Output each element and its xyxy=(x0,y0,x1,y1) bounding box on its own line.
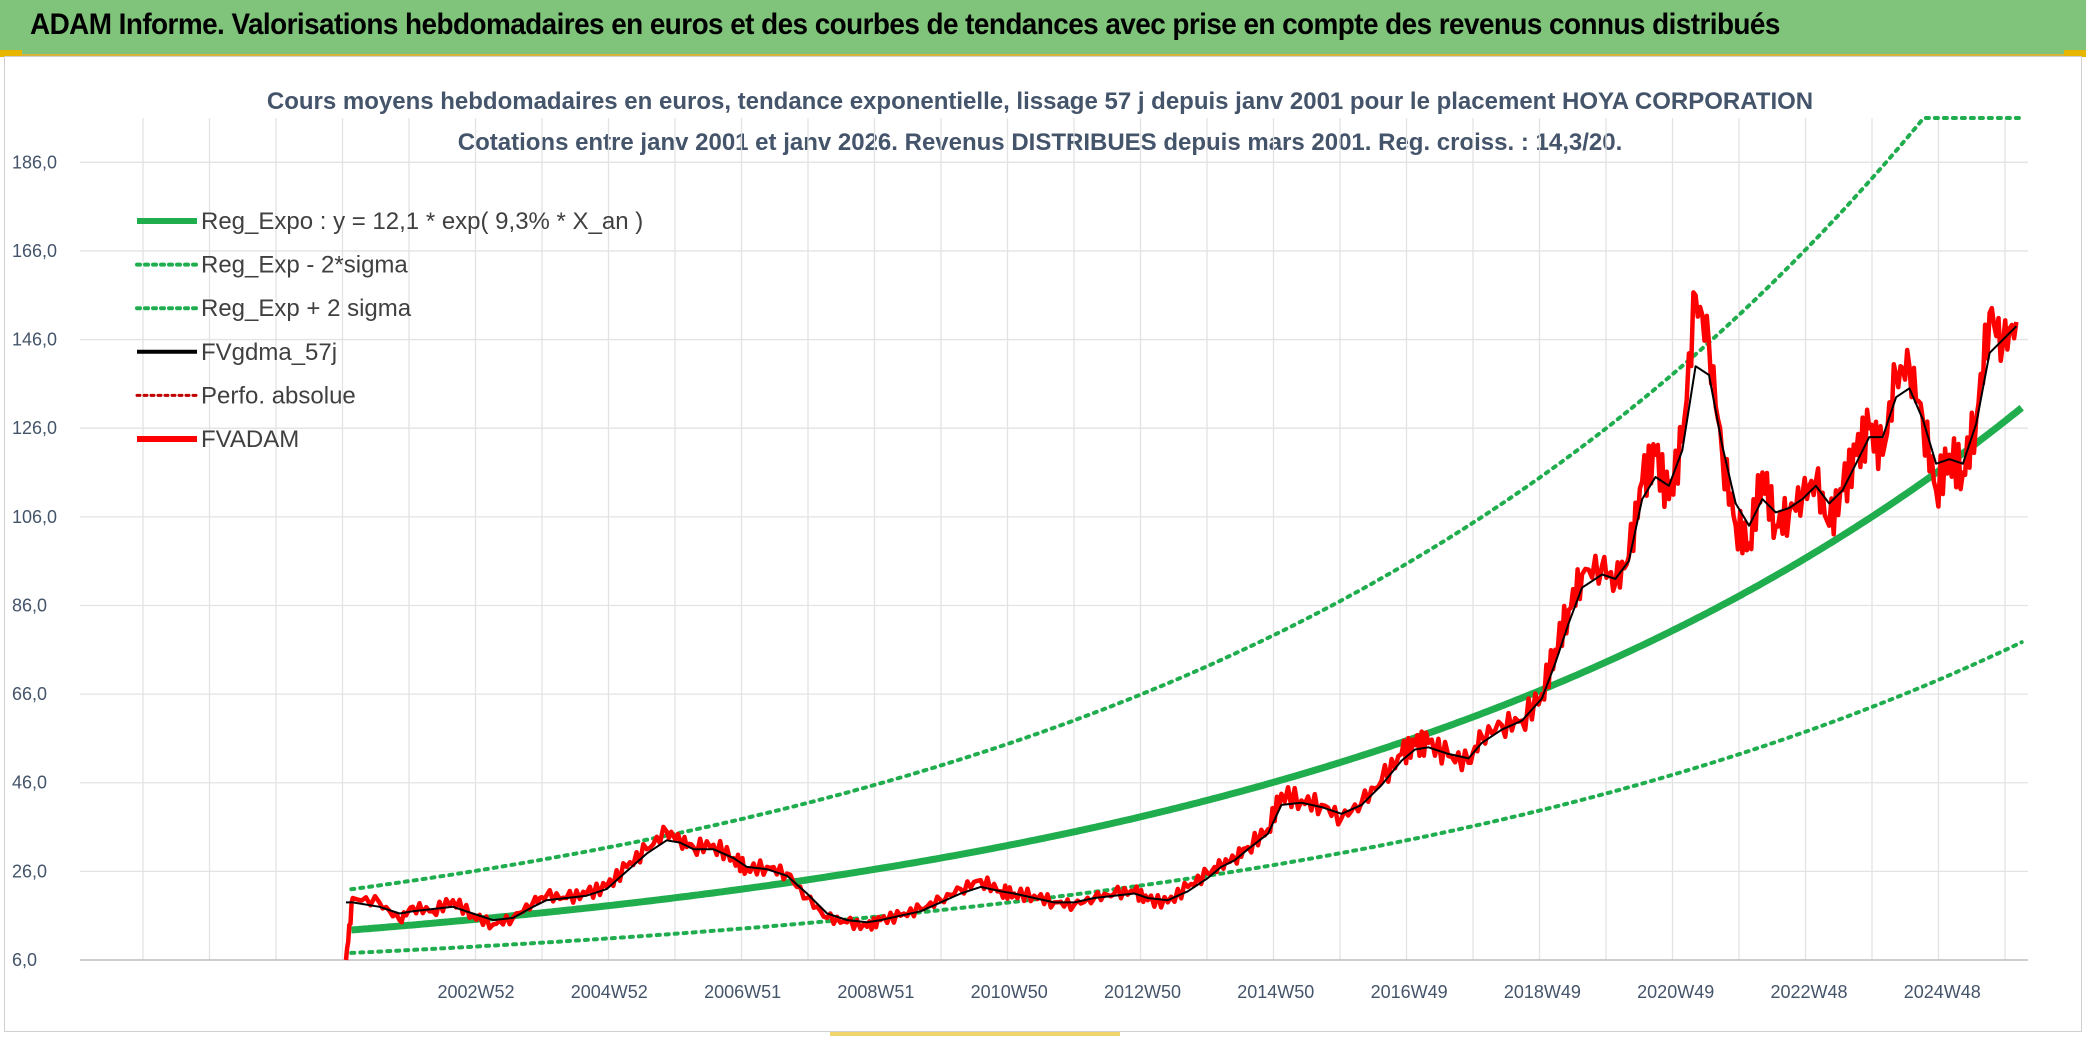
corner-mark-right xyxy=(2064,50,2086,57)
legend-reg-exp-minus-label: Reg_Exp - 2*sigma xyxy=(201,252,408,279)
x-tick-label: 2014W50 xyxy=(1237,982,1314,1002)
x-tick-label: 2024W48 xyxy=(1904,982,1981,1002)
legend-reg-exp-plus-label: Reg_Exp + 2 sigma xyxy=(201,295,412,322)
reg-exp-plus-2sigma-line xyxy=(349,116,2024,892)
reg-expo-line xyxy=(350,405,2024,934)
x-tick-label: 2012W50 xyxy=(1104,982,1181,1002)
x-tick-label: 2020W49 xyxy=(1637,982,1714,1002)
y-tick-label: 126,0 xyxy=(12,418,57,438)
x-tick-label: 2008W51 xyxy=(837,982,914,1002)
legend-reg-expo-label: Reg_Expo : y = 12,1 * exp( 9,3% * X_an ) xyxy=(201,208,643,235)
report-title: ADAM Informe. Valorisations hebdomadaire… xyxy=(30,8,1780,41)
sheet-tab-marker xyxy=(830,1032,1120,1036)
fvgdma-57j-line xyxy=(346,325,2018,924)
fvadam-line xyxy=(343,290,2019,961)
grid-lines xyxy=(80,118,2028,961)
chart-title: Cours moyens hebdomadaires en euros, ten… xyxy=(267,88,1813,115)
legend-fvgdma-label: FVgdma_57j xyxy=(201,339,337,366)
x-tick-label: 2006W51 xyxy=(704,982,781,1002)
y-tick-label: 166,0 xyxy=(12,241,57,261)
chart-legend: Reg_Expo : y = 12,1 * exp( 9,3% * X_an )… xyxy=(135,208,643,453)
report-banner: ADAM Informe. Valorisations hebdomadaire… xyxy=(0,0,2086,56)
legend-perfo-absolue-label: Perfo. absolue xyxy=(201,382,356,409)
x-tick-label: 2002W52 xyxy=(437,982,514,1002)
corner-mark-left xyxy=(0,50,22,57)
x-tick-label: 2010W50 xyxy=(971,982,1048,1002)
y-tick-label: 106,0 xyxy=(12,507,57,527)
y-tick-label: 26,0 xyxy=(12,861,47,881)
series-layer xyxy=(343,116,2024,961)
y-tick-label: 146,0 xyxy=(12,330,57,350)
x-tick-label: 2022W48 xyxy=(1770,982,1847,1002)
legend-fvadam-label: FVADAM xyxy=(201,426,299,453)
y-tick-label: 46,0 xyxy=(12,773,47,793)
x-tick-label: 2016W49 xyxy=(1371,982,1448,1002)
y-axis-ticks: 6,0 26,0 46,0 66,0 86,0 106,0 126,0 146,0 166,0 1… xyxy=(12,152,57,970)
x-tick-label: 2018W49 xyxy=(1504,982,1581,1002)
x-tick-label: 2004W52 xyxy=(571,982,648,1002)
y-tick-label: 186,0 xyxy=(12,152,57,172)
x-axis-ticks: 2002W52 2004W52 2006W51 2008W51 2010W50 2012W… xyxy=(437,982,1980,1002)
chart-frame xyxy=(4,56,2082,1032)
y-tick-label: 6,0 xyxy=(12,950,37,970)
chart-subtitle: Cotations entre janv 2001 et janv 2026. … xyxy=(458,129,1623,156)
reg-exp-minus-2sigma-line xyxy=(349,640,2024,955)
y-tick-label: 86,0 xyxy=(12,595,47,615)
y-tick-label: 66,0 xyxy=(12,684,47,704)
